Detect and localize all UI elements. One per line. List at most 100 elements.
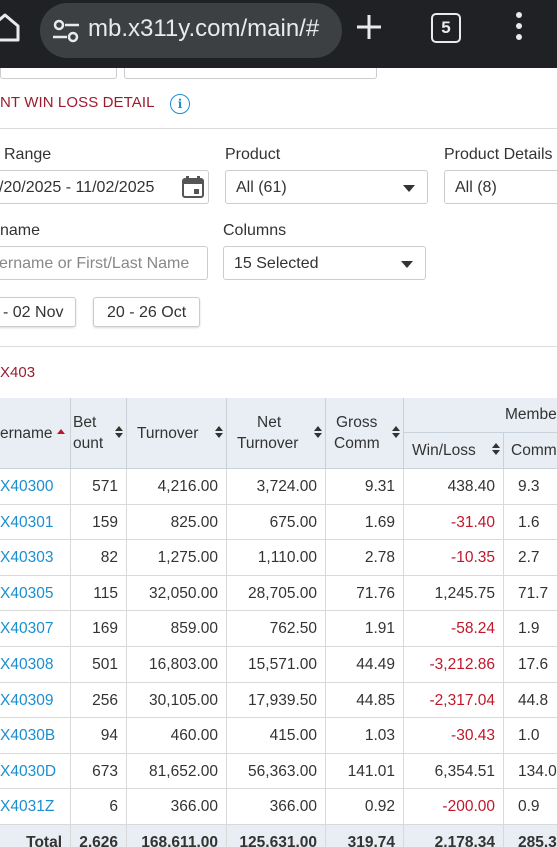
header-gross-comm-line1: Gross — [336, 414, 378, 431]
columns-value: 15 Selected — [234, 255, 319, 272]
info-icon[interactable]: i — [170, 94, 190, 114]
header-bet-count-line2: ount — [73, 435, 104, 452]
cell-bet-count: 94 — [71, 718, 127, 754]
cell-comm: 1.6 — [504, 505, 557, 541]
quick-range-button-2[interactable]: 20 - 26 Oct — [93, 297, 200, 327]
total-label: Total — [0, 825, 71, 847]
tab-switcher-icon[interactable]: 5 — [431, 13, 461, 43]
cell-gross-comm: 0.92 — [326, 789, 404, 825]
cell-net-turnover: 366.00 — [227, 789, 326, 825]
product-select[interactable]: All (61) — [225, 170, 428, 204]
quick-range-2-label: 20 - 26 Oct — [107, 304, 187, 321]
cell-net-turnover: 762.50 — [227, 611, 326, 647]
cell-comm: 1.9 — [504, 611, 557, 647]
header-comm-label: Comm — [511, 442, 557, 459]
cell-username[interactable]: X40309 — [0, 682, 71, 719]
cell-username[interactable]: X4030D — [0, 753, 71, 790]
cell-gross-comm: 44.85 — [326, 682, 404, 719]
tune-icon[interactable] — [52, 18, 80, 44]
cell-gross-comm: 1.69 — [326, 504, 404, 541]
cell-username[interactable]: X40300 — [0, 469, 71, 505]
cell-bet-count: 6 — [71, 789, 127, 825]
sort-icon — [215, 426, 223, 438]
header-username[interactable]: ername — [0, 398, 71, 469]
cell-win-loss: -31.40 — [404, 504, 504, 541]
cell-net-turnover: 415.00 — [227, 718, 326, 754]
home-icon[interactable] — [0, 12, 20, 42]
cell-win-loss: 1,245.75 — [404, 575, 504, 612]
partial-control-left — [0, 68, 117, 79]
header-username-label: ername — [0, 425, 53, 442]
caret-down-icon — [401, 261, 413, 268]
cell-net-turnover: 3,724.00 — [227, 469, 326, 505]
cell-comm: 71.7 — [504, 576, 557, 612]
sort-icon — [492, 443, 500, 455]
product-details-select[interactable]: All (8) — [444, 170, 557, 204]
cell-username[interactable]: X40307 — [0, 611, 71, 647]
header-bet-count[interactable]: Bet ount — [71, 398, 127, 469]
cell-win-loss: -3,212.86 — [404, 647, 504, 683]
username-label: name — [0, 222, 41, 239]
cell-turnover: 16,803.00 — [127, 647, 227, 683]
cell-win-loss: -2,317.04 — [404, 682, 504, 719]
columns-select[interactable]: 15 Selected — [223, 246, 426, 280]
cell-username[interactable]: X40301 — [0, 504, 71, 541]
cell-username[interactable]: X40308 — [0, 647, 71, 683]
cell-username[interactable]: X4030B — [0, 718, 71, 754]
header-member-group-label: Membe — [505, 406, 557, 423]
date-range-input[interactable]: /20/2025 - 11/02/2025 — [0, 170, 209, 204]
header-win-loss-label: Win/Loss — [412, 442, 476, 459]
divider — [0, 128, 557, 129]
win-loss-table: ername Bet ount Turnover Net Turnover Gr… — [0, 398, 557, 847]
cell-bet-count: 501 — [71, 647, 127, 683]
plus-icon[interactable] — [354, 12, 384, 42]
cell-net-turnover: 15,571.00 — [227, 647, 326, 683]
cell-turnover: 30,105.00 — [127, 682, 227, 719]
cell-net-turnover: 28,705.00 — [227, 575, 326, 612]
cell-gross-comm: 1.91 — [326, 611, 404, 647]
header-net-turnover-line2: Turnover — [237, 435, 299, 452]
address-bar[interactable]: mb.x311y.com/main/# — [40, 3, 342, 58]
cell-comm: 9.3 — [504, 469, 557, 505]
cell-net-turnover: 17,939.50 — [227, 682, 326, 719]
cell-gross-comm: 71.76 — [326, 575, 404, 612]
header-member-group: Membe — [404, 398, 557, 433]
cell-username[interactable]: X40303 — [0, 540, 71, 576]
cell-turnover: 81,652.00 — [127, 753, 227, 790]
cell-gross-comm: 2.78 — [326, 540, 404, 576]
sort-icon — [314, 426, 322, 438]
header-net-turnover[interactable]: Net Turnover — [227, 398, 326, 469]
cell-win-loss: -30.43 — [404, 718, 504, 754]
cell-turnover: 4,216.00 — [127, 469, 227, 505]
header-gross-comm[interactable]: Gross Comm — [326, 398, 404, 469]
quick-range-button-1[interactable]: - 02 Nov — [0, 297, 76, 327]
cell-turnover: 1,275.00 — [127, 540, 227, 576]
cell-bet-count: 82 — [71, 540, 127, 576]
cell-gross-comm: 9.31 — [326, 469, 404, 505]
username-input[interactable]: ername or First/Last Name — [0, 246, 208, 280]
cell-comm: 1.0 — [504, 718, 557, 754]
total-bet-count: 2,626 — [71, 825, 127, 847]
calendar-icon[interactable] — [182, 176, 204, 198]
header-turnover[interactable]: Turnover — [127, 398, 227, 469]
cell-turnover: 366.00 — [127, 789, 227, 825]
header-win-loss[interactable]: Win/Loss — [404, 433, 504, 469]
cell-username[interactable]: X4031Z — [0, 789, 71, 825]
cell-net-turnover: 1,110.00 — [227, 540, 326, 576]
sort-asc-icon — [57, 429, 65, 434]
page-title: NT WIN LOSS DETAIL — [0, 94, 155, 111]
cell-gross-comm: 141.01 — [326, 753, 404, 790]
total-gross-comm: 319.74 — [326, 825, 404, 847]
date-range-label: Range — [4, 146, 52, 163]
cell-bet-count: 169 — [71, 611, 127, 647]
cell-bet-count: 571 — [71, 469, 127, 505]
header-comm[interactable]: Comm — [504, 433, 557, 469]
sort-icon — [115, 426, 123, 438]
url-text[interactable]: mb.x311y.com/main/# — [88, 15, 320, 42]
cell-net-turnover: 56,363.00 — [227, 753, 326, 790]
cell-win-loss: 6,354.51 — [404, 753, 504, 790]
cell-username[interactable]: X40305 — [0, 575, 71, 612]
breadcrumb[interactable]: X403 — [0, 364, 36, 381]
kebab-menu-icon[interactable] — [512, 11, 526, 41]
cell-win-loss: -58.24 — [404, 611, 504, 647]
